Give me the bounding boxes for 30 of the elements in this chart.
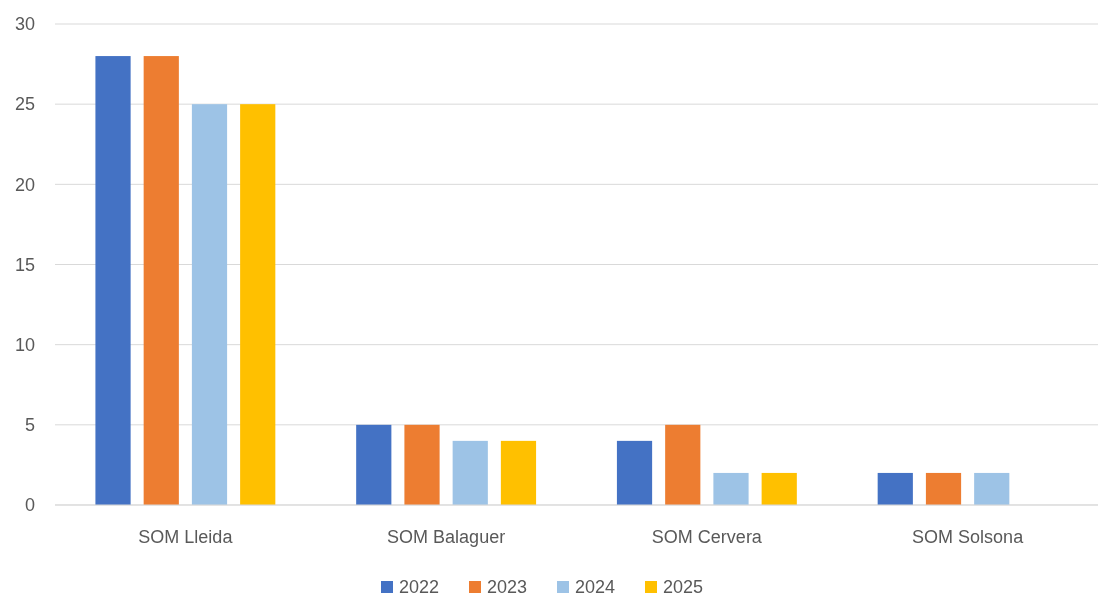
- bar: [95, 56, 131, 505]
- y-tick-label: 0: [24, 495, 35, 516]
- bar: [761, 472, 797, 505]
- legend-label: 2024: [575, 577, 616, 598]
- y-tick-label: 5: [24, 415, 35, 436]
- bar: [191, 104, 228, 505]
- x-tick-label: SOM Solsona: [912, 527, 1025, 547]
- bar: [500, 440, 537, 505]
- bar: [404, 424, 440, 505]
- x-tick-label: SOM Balaguer: [387, 527, 506, 547]
- bar: [713, 472, 749, 505]
- bar: [665, 424, 701, 505]
- x-tick-label: SOM Lleida: [138, 527, 234, 547]
- legend-label: 2023: [487, 577, 528, 598]
- y-tick-label: 25: [14, 94, 35, 115]
- bar: [143, 56, 179, 505]
- legend-label: 2025: [663, 577, 704, 598]
- bar: [616, 440, 653, 505]
- y-tick-label: 10: [14, 334, 35, 355]
- bar: [356, 424, 392, 505]
- y-tick-label: 30: [14, 14, 35, 35]
- legend-label: 2022: [399, 577, 440, 598]
- bar: [925, 472, 962, 505]
- bar: [877, 472, 913, 505]
- bar: [974, 472, 1010, 505]
- bar: [240, 104, 276, 505]
- y-tick-label: 20: [14, 174, 35, 195]
- x-tick-label: SOM Cervera: [651, 527, 763, 547]
- y-tick-label: 15: [14, 254, 35, 275]
- bar: [452, 440, 488, 505]
